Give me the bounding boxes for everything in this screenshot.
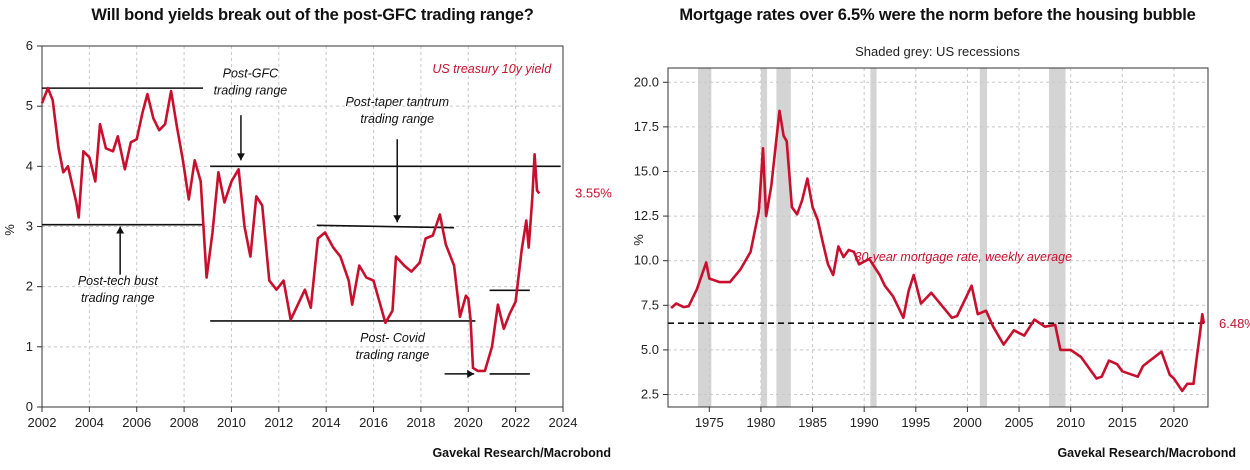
post-tech-label: trading range [81,291,155,305]
mortgage-rate-plot: 2.5 5.0 7.5 10.0 12.5 15.0 17.5 20.0 1975 1980 198… [631,67,1250,430]
bond-yield-plot: 0 1 2 3 4 5 6 2002 2004 2006 2008 2010 2012 2014 2016 2… [2,38,612,430]
x-tick-label: 2004 [75,415,104,430]
x-tick-label: 2020 [454,415,483,430]
y-tick-label: 10.0 [634,253,659,268]
y-tick-label: 6 [26,38,33,53]
post-covid-label: Post- Covid [360,331,426,345]
x-tick-label: 2014 [312,415,341,430]
x-tick-label: 2002 [28,415,57,430]
y-tick-label: 5.0 [641,342,659,357]
y-tick-label: 20.0 [634,74,659,89]
arrow-post-gfc-head [236,153,245,161]
chart-title: Mortgage rates over 6.5% were the norm b… [679,6,1196,24]
last-value-label: 6.48% [1219,316,1250,331]
x-tick-label: 1995 [901,415,930,430]
recession-band [760,68,768,407]
y-tick-label: 2 [26,279,33,294]
x-tick-label: 1980 [746,415,775,430]
x-tick-label: 1985 [798,415,827,430]
series-line-us-10y [40,86,541,373]
y-tick-label: 12.5 [634,208,659,223]
y-axis-label: % [2,224,17,236]
y-tick-label: 0 [26,399,33,414]
series-line-mortgage [670,109,1206,393]
recession-band [1048,68,1066,407]
chart-title: Will bond yields break out of the post-G… [91,6,534,24]
arrow-post-covid-head [467,369,475,378]
y-tick-label: 15.0 [634,163,659,178]
chart-subtitle: Shaded grey: US recessions [855,44,1020,59]
x-tick-label: 2024 [549,415,578,430]
arrow-post-taper-head [393,215,402,223]
post-covid-label: trading range [356,348,430,362]
x-tick-label: 2022 [501,415,530,430]
y-tick-label: 3 [26,219,33,234]
y-tick-label: 4 [26,158,33,173]
source-credit: Gavekal Research/Macrobond [432,446,611,460]
x-tick-label: 2010 [1056,415,1085,430]
post-taper-label: Post-taper tantrum [345,95,449,109]
y-tick-label: 2.5 [641,387,659,402]
y-axis-label: % [631,234,646,246]
arrow-post-tech-head [116,226,125,234]
last-value-label: 3.55% [575,185,612,200]
chart-bond-yields: Will bond yields break out of the post-G… [2,6,612,460]
post-gfc-label: Post-GFC [223,66,280,80]
y-tick-label: 7.5 [641,297,659,312]
recession-band [870,68,877,407]
x-tick-label: 2000 [953,415,982,430]
x-tick-label: 2018 [406,415,435,430]
x-tick-label: 2015 [1108,415,1137,430]
y-tick-label: 17.5 [634,119,659,134]
post-tech-label: Post-tech bust [78,274,158,288]
x-tick-label: 2005 [1005,415,1034,430]
trading-range-line [316,224,455,229]
x-tick-label: 1975 [695,415,724,430]
recession-band [979,68,988,407]
x-tick-label: 2010 [217,415,246,430]
y-tick-label: 1 [26,339,33,354]
source-credit: Gavekal Research/Macrobond [1057,446,1236,460]
series-label: 30-year mortgage rate, weekly average [855,250,1073,264]
plot-frame [41,45,564,408]
series-label: US treasury 10y yield [432,62,552,76]
chart-mortgage-rates: Mortgage rates over 6.5% were the norm b… [625,0,1250,470]
recession-band [697,68,712,407]
plot-frame [667,67,1209,408]
x-tick-label: 2006 [122,415,151,430]
x-tick-label: 2008 [170,415,199,430]
post-gfc-label: trading range [214,83,288,97]
y-tick-label: 5 [26,98,33,113]
x-tick-label: 2012 [264,415,293,430]
x-tick-label: 2016 [359,415,388,430]
post-taper-label: trading range [360,112,434,126]
x-tick-label: 1990 [850,415,879,430]
x-tick-label: 2020 [1159,415,1188,430]
